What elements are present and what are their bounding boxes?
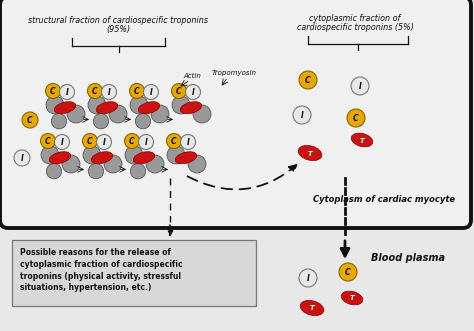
Text: I: I <box>191 88 194 97</box>
Circle shape <box>83 146 101 164</box>
Text: structural fraction of cardiospecific troponins: structural fraction of cardiospecific tr… <box>28 16 208 25</box>
Circle shape <box>14 150 30 166</box>
Circle shape <box>104 155 122 173</box>
Ellipse shape <box>49 152 71 164</box>
Ellipse shape <box>96 102 118 114</box>
Circle shape <box>188 155 206 173</box>
Circle shape <box>88 83 102 99</box>
FancyBboxPatch shape <box>12 240 256 306</box>
Text: Cytoplasm of cardiac myocyte: Cytoplasm of cardiac myocyte <box>313 196 455 205</box>
Text: T: T <box>308 151 312 157</box>
Circle shape <box>185 84 201 100</box>
Ellipse shape <box>55 102 76 114</box>
Circle shape <box>339 263 357 281</box>
Text: I: I <box>307 274 310 283</box>
Text: (95%): (95%) <box>106 25 130 34</box>
Ellipse shape <box>300 301 324 315</box>
Text: I: I <box>102 138 105 147</box>
Text: C: C <box>129 137 135 146</box>
Circle shape <box>101 84 117 100</box>
Ellipse shape <box>351 133 373 147</box>
Circle shape <box>125 133 139 149</box>
Circle shape <box>299 269 317 287</box>
Circle shape <box>41 146 59 164</box>
Text: Blood plasma: Blood plasma <box>371 253 445 263</box>
Circle shape <box>82 133 98 149</box>
Circle shape <box>167 146 185 164</box>
Text: C: C <box>134 87 140 96</box>
Circle shape <box>299 71 317 89</box>
Circle shape <box>166 133 182 149</box>
Circle shape <box>172 96 190 114</box>
Circle shape <box>55 134 70 150</box>
Circle shape <box>46 96 64 114</box>
Text: C: C <box>50 87 56 96</box>
Circle shape <box>125 146 143 164</box>
Text: C: C <box>345 268 351 277</box>
Text: C: C <box>305 76 311 85</box>
Circle shape <box>136 114 151 129</box>
Text: C: C <box>353 114 359 123</box>
Text: Tropomyosin: Tropomyosin <box>211 70 256 76</box>
Circle shape <box>181 134 195 150</box>
Circle shape <box>130 164 146 179</box>
Circle shape <box>60 84 74 100</box>
Circle shape <box>193 105 211 123</box>
Text: cytoplasmic fraction of: cytoplasmic fraction of <box>310 14 401 23</box>
Ellipse shape <box>138 102 160 114</box>
Text: cardiospecific troponins (5%): cardiospecific troponins (5%) <box>297 23 413 32</box>
Circle shape <box>88 164 104 179</box>
Circle shape <box>88 96 106 114</box>
FancyArrowPatch shape <box>187 165 296 189</box>
Text: I: I <box>187 138 190 147</box>
Circle shape <box>67 105 85 123</box>
Ellipse shape <box>91 152 113 164</box>
Circle shape <box>293 106 311 124</box>
Ellipse shape <box>133 152 155 164</box>
Circle shape <box>22 112 38 128</box>
Circle shape <box>46 83 61 99</box>
Circle shape <box>46 164 62 179</box>
Text: Actin: Actin <box>183 73 201 79</box>
Text: I: I <box>65 88 68 97</box>
Text: T: T <box>360 137 365 144</box>
Circle shape <box>97 134 111 150</box>
Circle shape <box>138 134 154 150</box>
Text: C: C <box>92 87 98 96</box>
Text: I: I <box>61 138 64 147</box>
Text: C: C <box>45 137 51 146</box>
Circle shape <box>129 83 145 99</box>
Ellipse shape <box>175 152 197 164</box>
Text: C: C <box>87 137 93 146</box>
Text: I: I <box>20 154 23 163</box>
Text: I: I <box>145 138 147 147</box>
Text: Possible reasons for the release of
cytoplasmic fraction of cardiospecific
tropo: Possible reasons for the release of cyto… <box>20 248 182 292</box>
Text: I: I <box>150 88 153 97</box>
Circle shape <box>51 114 67 129</box>
Text: T: T <box>310 306 314 311</box>
Ellipse shape <box>341 291 363 305</box>
Text: T: T <box>350 296 355 302</box>
Circle shape <box>130 96 148 114</box>
Circle shape <box>172 83 186 99</box>
Text: C: C <box>171 137 177 146</box>
Ellipse shape <box>180 102 202 114</box>
Text: C: C <box>176 87 182 96</box>
Circle shape <box>40 133 55 149</box>
Text: I: I <box>301 111 303 120</box>
Circle shape <box>109 105 127 123</box>
Text: I: I <box>358 82 362 91</box>
Circle shape <box>351 77 369 95</box>
Ellipse shape <box>298 145 322 161</box>
Circle shape <box>93 114 109 129</box>
FancyBboxPatch shape <box>0 0 471 228</box>
Circle shape <box>151 105 169 123</box>
Text: C: C <box>27 116 33 125</box>
Circle shape <box>144 84 158 100</box>
Circle shape <box>146 155 164 173</box>
Text: I: I <box>108 88 110 97</box>
Circle shape <box>347 109 365 127</box>
Circle shape <box>62 155 80 173</box>
